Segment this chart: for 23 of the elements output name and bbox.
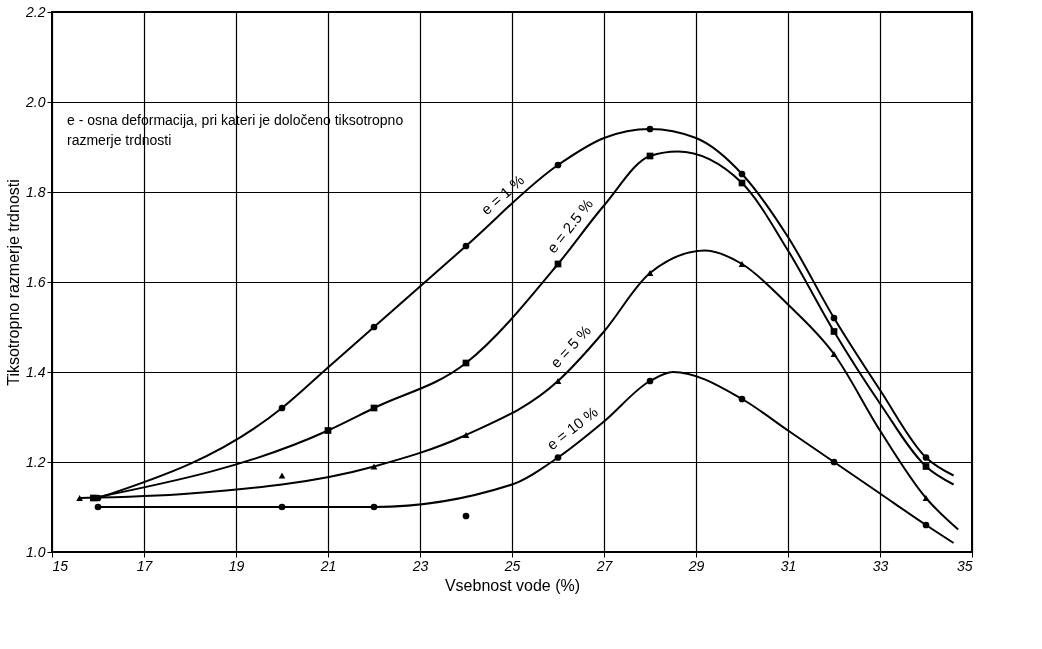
text: e = 10 % (543, 403, 601, 454)
text: e = 5 % (546, 321, 595, 371)
y-tick-label: 1.2 (26, 453, 46, 470)
text: e = 2.5 % (543, 195, 596, 257)
x-axis-title: Vsebnost vode (%) (444, 576, 581, 594)
x-tick-label: 23 (411, 557, 429, 574)
x-tick-label: 33 (872, 557, 889, 574)
x-tick-label: 25 (503, 557, 521, 574)
y-tick-label: 1.8 (26, 183, 46, 200)
y-tick-label: 1.6 (26, 273, 46, 290)
y-tick-label: 2.0 (25, 93, 46, 110)
x-tick-label: 29 (687, 557, 705, 574)
y-axis-title: Tiksotropno razmerje trdnosti (5, 179, 23, 386)
y-tick-label: 1.4 (26, 363, 46, 380)
x-tick-label: 35 (956, 557, 973, 574)
x-tick-label: 17 (136, 557, 154, 574)
x-tick-label: 21 (319, 557, 337, 574)
x-tick-label: 31 (780, 557, 797, 574)
y-tick-label: 1.0 (26, 543, 46, 560)
y-tick-label: 2.2 (25, 3, 46, 20)
x-tick-label: 19 (228, 557, 245, 574)
x-tick-label: 15 (52, 557, 69, 574)
x-tick-label: 27 (595, 557, 614, 574)
